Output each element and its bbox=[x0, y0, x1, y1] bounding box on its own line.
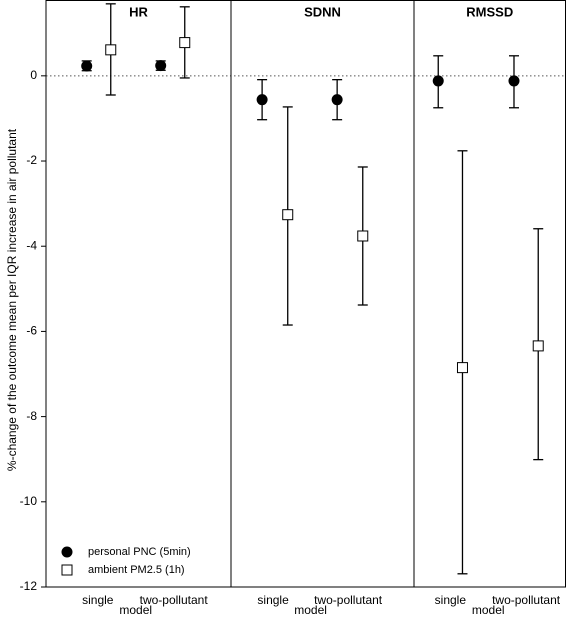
y-tick-label: -4 bbox=[26, 238, 37, 252]
point bbox=[179, 37, 191, 49]
legend-label: personal PNC (5min) bbox=[88, 546, 191, 558]
legend-marker bbox=[61, 564, 73, 576]
plot-frame bbox=[45, 0, 566, 588]
x-axis-label: model bbox=[294, 603, 327, 617]
x-tick-label: two-pollutant bbox=[492, 593, 561, 607]
panel-title: SDNN bbox=[304, 4, 341, 19]
x-axis-label: model bbox=[119, 603, 152, 617]
y-tick-label: -6 bbox=[26, 324, 37, 338]
point bbox=[105, 44, 117, 56]
point bbox=[282, 209, 294, 221]
x-tick-label: single bbox=[435, 593, 467, 607]
y-tick-label: -12 bbox=[20, 579, 38, 593]
y-tick-label: -10 bbox=[20, 494, 38, 508]
point bbox=[456, 362, 468, 374]
y-tick-label: -2 bbox=[26, 153, 37, 167]
point bbox=[331, 94, 343, 106]
point bbox=[357, 230, 369, 242]
x-tick-label: two-pollutant bbox=[314, 593, 383, 607]
panel-title: HR bbox=[129, 4, 148, 19]
x-tick-label: single bbox=[257, 593, 289, 607]
point bbox=[256, 94, 268, 106]
legend-marker bbox=[61, 546, 73, 558]
y-axis-label: %-change of the outcome mean per IQR inc… bbox=[5, 128, 19, 471]
x-tick-label: two-pollutant bbox=[140, 593, 209, 607]
y-tick-label: 0 bbox=[30, 68, 37, 82]
point bbox=[155, 60, 167, 72]
point bbox=[81, 60, 93, 72]
y-tick-label: -8 bbox=[26, 409, 37, 423]
point bbox=[508, 75, 520, 87]
x-tick-label: single bbox=[82, 593, 114, 607]
point bbox=[532, 340, 544, 352]
x-axis-label: model bbox=[472, 603, 505, 617]
panel-title: RMSSD bbox=[466, 4, 513, 19]
point bbox=[432, 75, 444, 87]
legend-label: ambient PM2.5 (1h) bbox=[88, 564, 185, 576]
